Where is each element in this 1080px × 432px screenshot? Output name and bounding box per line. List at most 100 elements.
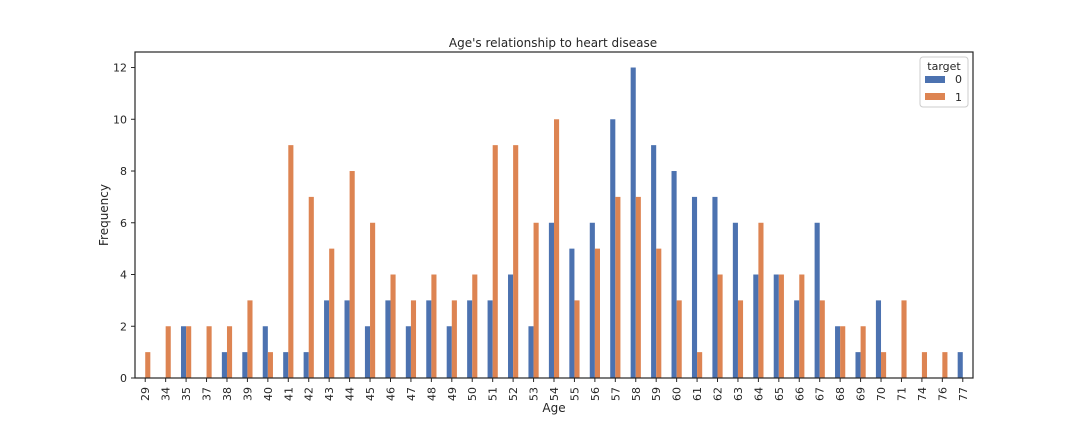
x-tick-label: 54 bbox=[548, 387, 561, 401]
bar-target0-age62 bbox=[712, 196, 718, 378]
x-tick-label: 49 bbox=[446, 387, 459, 401]
bar-target1-age42 bbox=[308, 196, 314, 378]
x-tick-label: 55 bbox=[568, 387, 581, 401]
bar-target1-age45 bbox=[370, 222, 376, 378]
bar-target1-age62 bbox=[717, 274, 723, 378]
bar-target0-age47 bbox=[405, 326, 411, 378]
bar-target0-age68 bbox=[835, 326, 841, 378]
x-tick-label: 68 bbox=[834, 387, 847, 401]
bar-target0-age46 bbox=[385, 300, 391, 378]
x-tick-label: 53 bbox=[528, 387, 541, 401]
x-tick-label: 64 bbox=[752, 387, 765, 401]
bar-target1-age64 bbox=[758, 222, 764, 378]
x-tick-label: 70 bbox=[875, 387, 888, 401]
bar-target0-age63 bbox=[732, 222, 738, 378]
bar-target1-age40 bbox=[267, 352, 273, 378]
y-tick-label: 8 bbox=[120, 165, 127, 178]
bar-target1-age47 bbox=[410, 300, 417, 378]
bar-target1-age66 bbox=[799, 274, 805, 378]
bar-target0-age61 bbox=[691, 196, 698, 378]
bar-target0-age48 bbox=[426, 300, 432, 378]
x-tick-label: 52 bbox=[507, 387, 520, 401]
bar-target1-age43 bbox=[329, 248, 335, 378]
y-tick-label: 6 bbox=[120, 217, 127, 230]
bar-target1-age29 bbox=[145, 352, 151, 378]
bar-target0-age70 bbox=[875, 300, 882, 378]
bar-target0-age42 bbox=[303, 352, 309, 378]
legend-swatch-0 bbox=[925, 76, 945, 83]
x-tick-label: 43 bbox=[323, 387, 336, 401]
bar-target1-age38 bbox=[226, 326, 233, 378]
bar-target0-age66 bbox=[794, 300, 800, 378]
x-axis: 29 34 35 37 38 39 40 41 42 43 44 45 46 47 48 49 50 51 52 53… bbox=[139, 378, 970, 401]
bar-target0-age35 bbox=[180, 326, 187, 378]
x-tick-label: 44 bbox=[344, 387, 357, 401]
bar-target0-age45 bbox=[364, 326, 371, 378]
x-tick-label: 56 bbox=[589, 387, 602, 401]
bar-target1-age65 bbox=[778, 274, 784, 378]
legend-swatch-1 bbox=[925, 93, 945, 100]
x-tick-label: 38 bbox=[221, 387, 234, 401]
x-tick-label: 63 bbox=[732, 387, 745, 401]
x-tick-label: 74 bbox=[916, 387, 929, 401]
bar-target1-age48 bbox=[431, 274, 437, 378]
bar-target0-age77 bbox=[957, 352, 963, 378]
x-tick-label: 47 bbox=[405, 387, 418, 401]
bar-target1-age51 bbox=[492, 145, 498, 378]
bar-target0-age58 bbox=[630, 67, 636, 379]
x-tick-label: 35 bbox=[180, 387, 193, 401]
bar-target0-age53 bbox=[528, 326, 534, 378]
bar-target1-age49 bbox=[451, 300, 457, 378]
bar-target1-age59 bbox=[656, 248, 662, 378]
bar-target0-age60 bbox=[671, 171, 677, 378]
x-tick-label: 39 bbox=[241, 387, 254, 401]
bar-target1-age76 bbox=[942, 352, 948, 378]
y-axis-label: Frequency bbox=[97, 184, 111, 246]
bar-target1-age69 bbox=[860, 326, 866, 378]
bar-target1-age54 bbox=[554, 119, 560, 379]
bar-target1-age35 bbox=[186, 326, 192, 378]
legend-label-1: 1 bbox=[955, 91, 962, 104]
bar-target1-age50 bbox=[472, 274, 478, 378]
x-tick-label: 57 bbox=[609, 387, 622, 401]
x-tick-label: 29 bbox=[139, 387, 152, 401]
bar-target0-age55 bbox=[569, 248, 575, 378]
bar-target1-age34 bbox=[165, 326, 171, 378]
bar-target1-age70 bbox=[881, 352, 887, 378]
x-tick-label: 37 bbox=[201, 387, 214, 401]
bar-target1-age37 bbox=[206, 326, 212, 378]
legend-label-0: 0 bbox=[955, 73, 962, 86]
bar-target1-age71 bbox=[901, 300, 907, 378]
legend: target 0 1 bbox=[919, 56, 969, 108]
x-tick-label: 77 bbox=[957, 387, 970, 401]
x-tick-label: 67 bbox=[814, 387, 827, 401]
bar-target0-age50 bbox=[467, 300, 473, 378]
bar-target1-age44 bbox=[349, 171, 355, 378]
bar-target0-age44 bbox=[344, 300, 350, 378]
bar-target0-age57 bbox=[610, 119, 616, 379]
bar-target0-age64 bbox=[753, 274, 759, 378]
x-tick-label: 71 bbox=[895, 387, 908, 401]
bar-target1-age46 bbox=[390, 274, 396, 378]
bar-target0-age65 bbox=[773, 274, 779, 378]
y-tick-label: 2 bbox=[120, 320, 127, 333]
x-tick-label: 66 bbox=[793, 387, 806, 401]
bar-target1-age60 bbox=[676, 300, 682, 378]
bar-target1-age55 bbox=[574, 300, 580, 378]
y-tick-label: 0 bbox=[120, 372, 127, 385]
bar-target1-age52 bbox=[513, 145, 519, 378]
bars-layer bbox=[145, 67, 963, 379]
bar-target1-age74 bbox=[921, 352, 928, 378]
y-tick-label: 10 bbox=[113, 113, 127, 126]
bar-target0-age41 bbox=[283, 352, 289, 378]
bar-target1-age53 bbox=[533, 222, 539, 378]
bar-target1-age58 bbox=[635, 196, 641, 378]
bar-target1-age61 bbox=[697, 352, 703, 378]
bar-target0-age54 bbox=[548, 222, 554, 378]
x-tick-label: 58 bbox=[630, 387, 643, 401]
bar-target0-age49 bbox=[446, 326, 452, 378]
x-tick-label: 40 bbox=[262, 387, 275, 401]
bar-target0-age56 bbox=[589, 222, 595, 378]
x-tick-label: 45 bbox=[364, 387, 377, 401]
